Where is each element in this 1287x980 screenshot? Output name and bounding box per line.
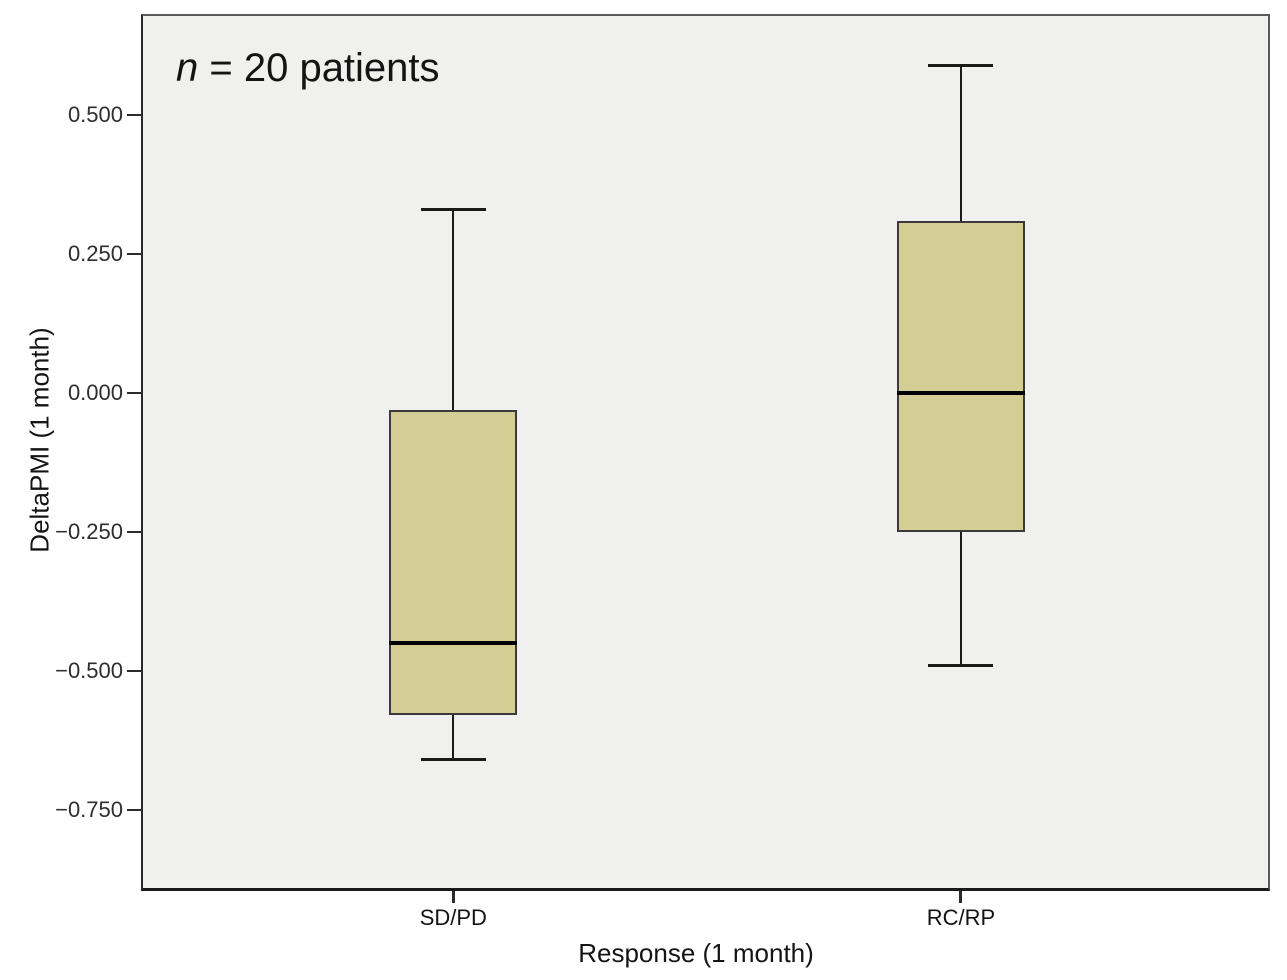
whisker-upper-line: [452, 209, 455, 410]
y-axis-tick: [127, 114, 141, 117]
x-category-label: RC/RP: [926, 905, 996, 930]
whisker-lower-cap: [420, 758, 486, 762]
median-line: [896, 391, 1025, 396]
annotation-n: n: [176, 46, 199, 90]
y-axis-tick-label: 0.250: [67, 241, 123, 267]
whisker-lower-cap: [928, 663, 994, 667]
whisker-upper-cap: [928, 63, 994, 67]
whisker-lower-line: [452, 715, 455, 760]
x-axis-tick: [451, 891, 455, 903]
median-line: [389, 641, 518, 646]
annotation-text: = 20 patients: [198, 46, 440, 90]
y-axis-tick: [127, 530, 141, 533]
whisker-upper-line: [959, 65, 962, 221]
x-category-label: SD/PD: [419, 905, 487, 930]
box-iqr-rect: [389, 409, 518, 716]
y-axis-tick-label: −0.750: [55, 796, 123, 822]
y-axis-tick: [127, 669, 141, 672]
sample-size-annotation: n = 20 patients: [176, 46, 440, 91]
y-axis-tick: [127, 808, 141, 811]
whisker-upper-cap: [420, 208, 486, 212]
y-axis-tick-label: −0.250: [55, 518, 123, 544]
x-axis-title: Response (1 month): [578, 938, 814, 968]
y-axis-tick-label: 0.500: [67, 102, 123, 128]
x-axis-tick: [959, 891, 963, 903]
box-iqr-rect: [896, 220, 1025, 532]
y-axis-tick: [127, 392, 141, 395]
y-axis-tick: [127, 253, 141, 256]
whisker-lower-line: [959, 531, 962, 666]
y-axis-tick-label: −0.500: [55, 657, 123, 683]
y-axis-tick-label: 0.000: [67, 380, 123, 406]
plot-area: [141, 14, 1270, 891]
